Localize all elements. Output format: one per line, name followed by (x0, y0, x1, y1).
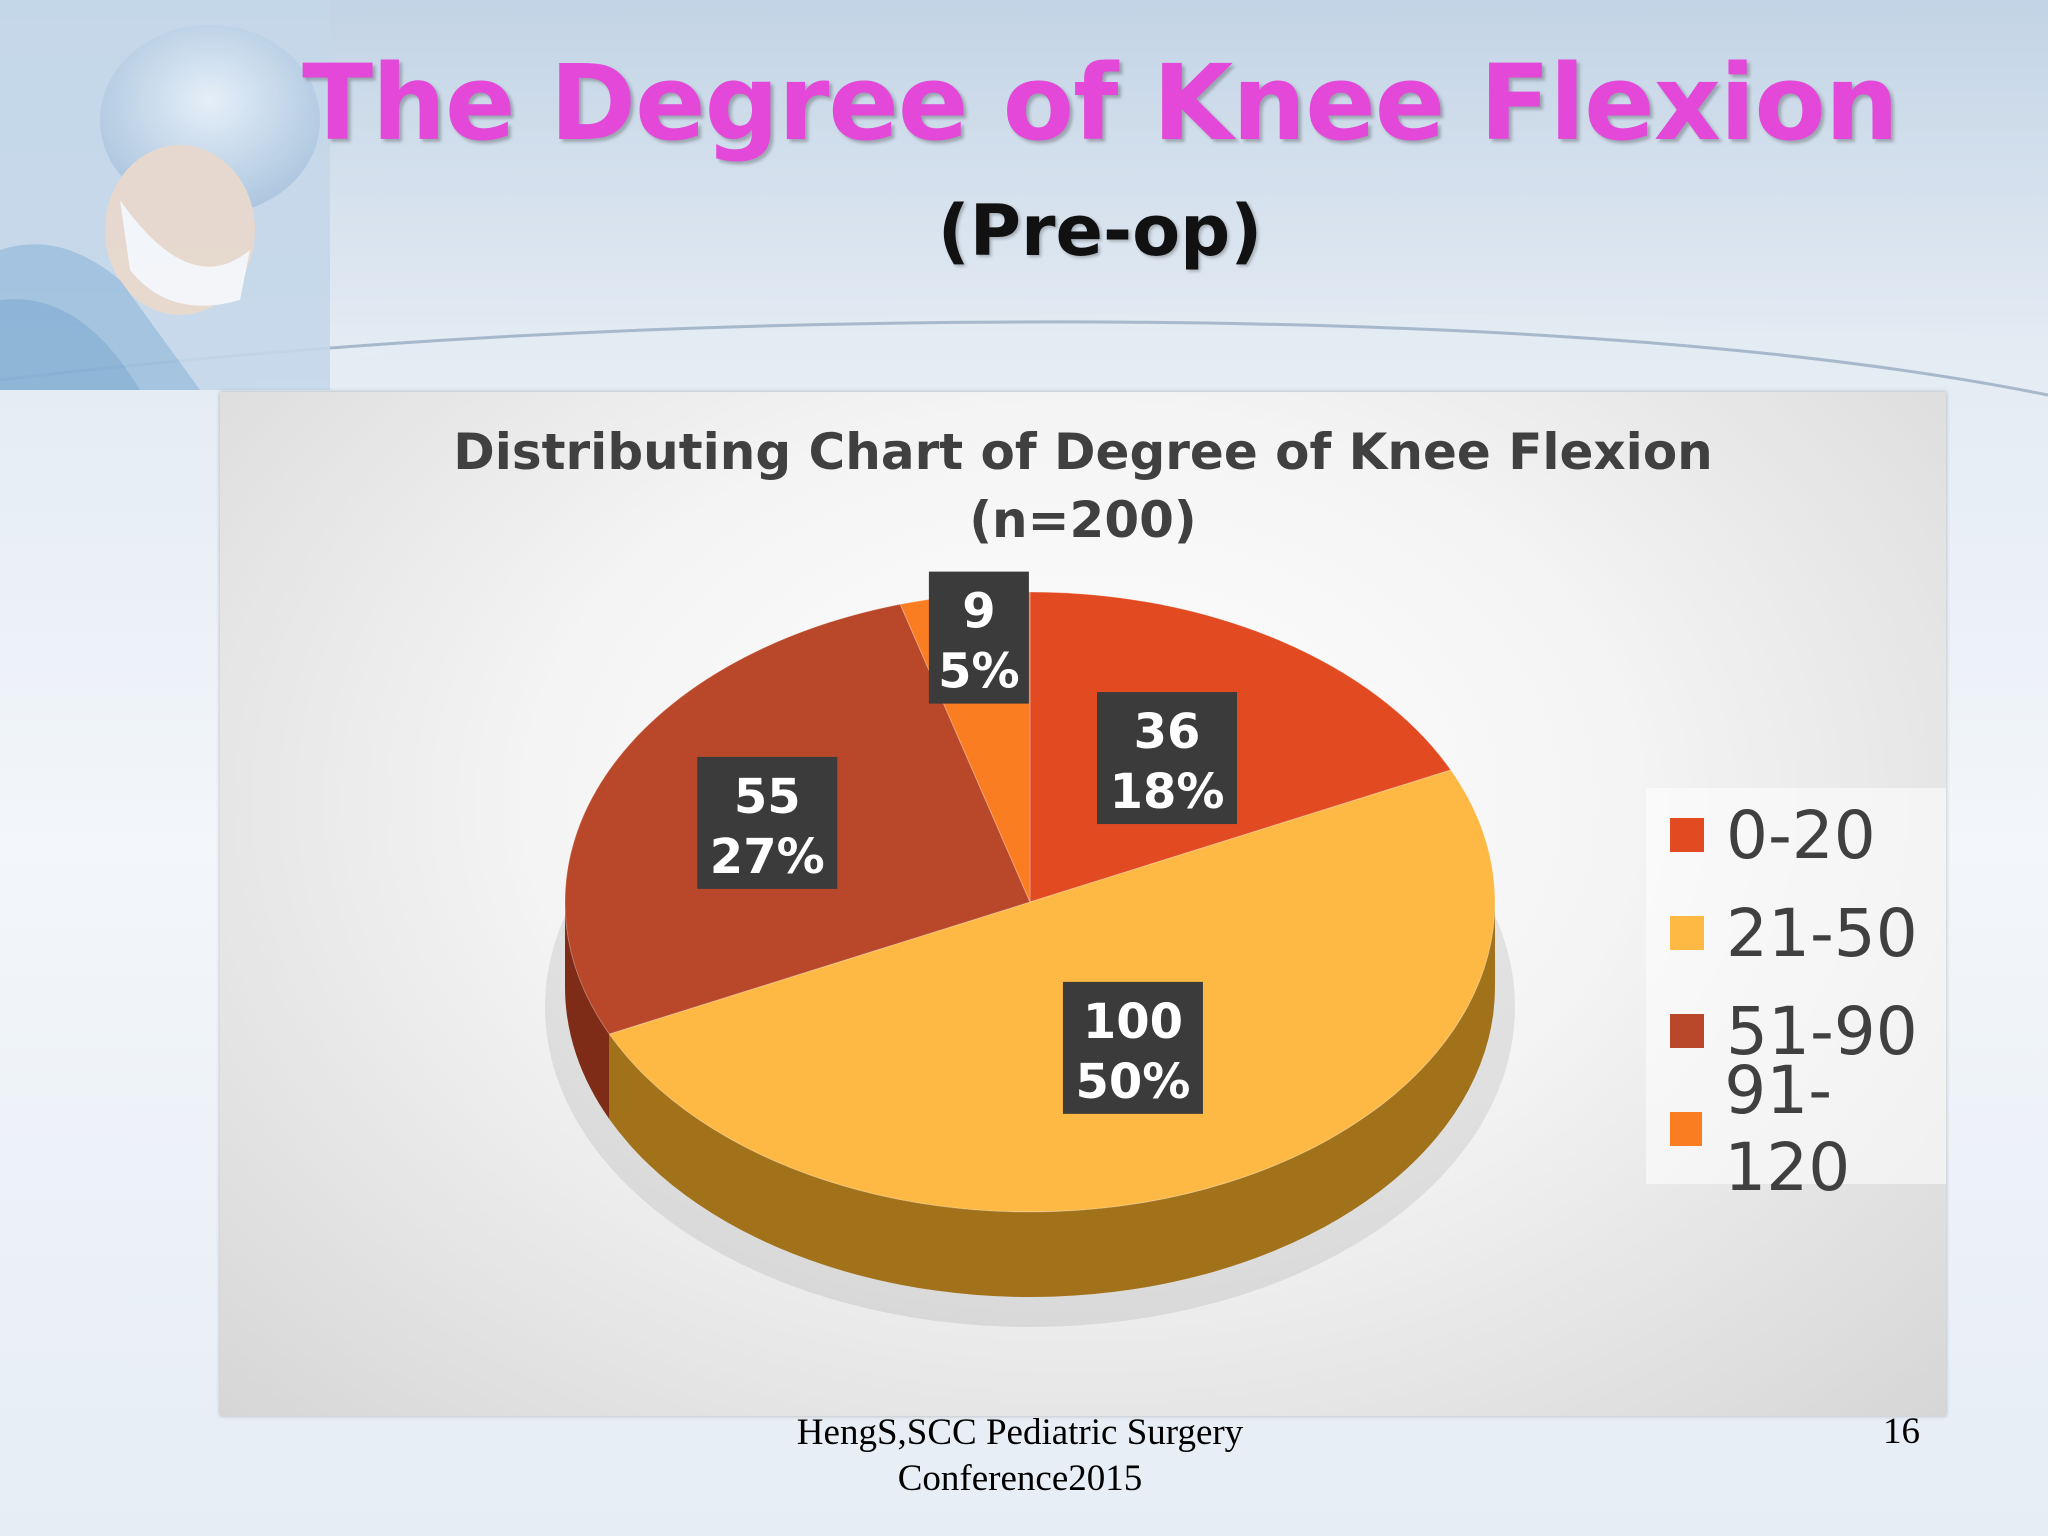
slide-title: The Degree of Knee Flexion (302, 42, 1899, 164)
chart-title: Distributing Chart of Degree of Knee Fle… (220, 418, 1946, 554)
slide-footer: HengS,SCC Pediatric Surgery Conference20… (796, 1412, 1244, 1499)
data-label-box (697, 756, 838, 889)
pie-slice-0-20 (1029, 591, 1452, 903)
data-label-value: 36 (1134, 704, 1201, 760)
pie-side-21-50 (609, 902, 1495, 1297)
legend-label: 0-20 (1726, 796, 1876, 874)
data-label-percent: 18% (1110, 764, 1225, 820)
legend-swatch (1670, 1014, 1704, 1048)
chart-title-line2: (n=200) (969, 491, 1197, 549)
legend-swatch (1670, 916, 1704, 950)
chart-area: Distributing Chart of Degree of Knee Fle… (220, 392, 1946, 1416)
legend-item-91-120: 91-120 (1670, 1052, 1946, 1206)
legend-swatch (1670, 818, 1704, 852)
legend-label: 91-120 (1724, 1052, 1851, 1206)
data-label-percent: 5% (938, 644, 1020, 700)
surgeon-image (0, 0, 330, 390)
data-label-box (1062, 981, 1203, 1114)
data-label-value: 9 (962, 584, 995, 640)
legend-item-0-20: 0-20 (1670, 790, 1876, 880)
legend-swatch (1670, 1112, 1703, 1146)
slide-subtitle: (Pre-op) (937, 190, 1263, 272)
slide-number: 16 (1883, 1411, 1920, 1452)
legend-item-21-50: 21-50 (1670, 888, 1918, 978)
data-label-percent: 27% (710, 829, 825, 885)
data-label-91-120: 95% (928, 571, 1029, 704)
data-label-value: 100 (1083, 994, 1183, 1050)
data-label-value: 55 (734, 769, 801, 825)
chart-title-line1: Distributing Chart of Degree of Knee Fle… (453, 423, 1713, 481)
legend-label: 21-50 (1726, 894, 1918, 972)
chart-legend: 0-20 21-50 51-90 91-120 (1646, 788, 1946, 1206)
data-label-percent: 50% (1076, 1054, 1191, 1110)
data-label-box (1097, 692, 1238, 825)
legend-item-51-90: 51-90 (1670, 986, 1918, 1076)
legend-label: 51-90 (1726, 992, 1918, 1070)
pie-slice-21-50 (608, 769, 1495, 1212)
pie-side-51-90 (565, 902, 610, 1119)
data-label-box (928, 571, 1029, 704)
